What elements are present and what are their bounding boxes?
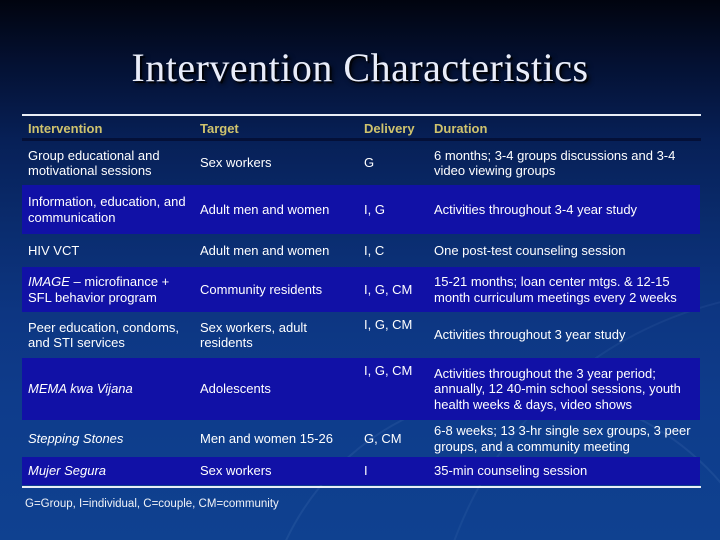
- intervention-name-italic: IMAGE: [28, 274, 70, 290]
- cell-target: Adult men and women: [200, 242, 330, 258]
- table-header: Intervention Target Delivery Duration: [22, 118, 700, 138]
- column-header-delivery: Delivery: [364, 120, 415, 136]
- cell-delivery: I, C: [364, 242, 385, 258]
- intervention-name: Peer education, condoms, and STI service…: [28, 319, 180, 350]
- cell-target: Adult men and women: [200, 201, 330, 217]
- table-row: IMAGE – microfinance + SFL behavior prog…: [22, 267, 700, 312]
- page-title: Intervention Characteristics: [131, 45, 589, 90]
- cell-duration: 6-8 weeks; 13 3-hr single sex groups, 3 …: [434, 423, 691, 454]
- cell-delivery: G: [364, 155, 375, 171]
- cell-intervention: MEMA kwa Vijana: [22, 381, 200, 396]
- column-header-intervention: Intervention: [28, 120, 103, 136]
- cell-intervention: Stepping Stones: [22, 431, 200, 446]
- cell-duration: One post-test counseling session: [434, 242, 626, 258]
- cell-target: Sex workers: [200, 155, 272, 171]
- table-row: HIV VCT Adult men and women I, C One pos…: [22, 234, 700, 267]
- table-row: Information, education, and communicatio…: [22, 185, 700, 234]
- cell-duration: 35-min counseling session: [434, 463, 588, 479]
- cell-target: Sex workers, adult residents: [200, 319, 307, 350]
- cell-delivery: I, G, CM: [364, 317, 413, 332]
- table-row: Mujer Segura Sex workers I 35-min counse…: [22, 457, 700, 485]
- column-header-duration: Duration: [434, 120, 488, 136]
- intervention-name: HIV VCT: [28, 242, 80, 258]
- table-row: MEMA kwa Vijana Adolescents I, G, CM Act…: [22, 358, 700, 420]
- cell-intervention: Group educational and motivational sessi…: [22, 148, 200, 178]
- intervention-name: Information, education, and communicatio…: [28, 194, 186, 225]
- cell-delivery: I, G: [364, 201, 385, 217]
- table: Group educational and motivational sessi…: [22, 141, 700, 485]
- cell-target: Adolescents: [200, 381, 271, 397]
- footnote-text: G=Group, I=individual, C=couple, CM=comm…: [25, 498, 279, 510]
- cell-duration: Activities throughout 3 year study: [434, 327, 626, 343]
- cell-duration: Activities throughout 3-4 year study: [434, 201, 638, 217]
- cell-duration: 15-21 months; loan center mtgs. & 12-15 …: [434, 274, 677, 305]
- intervention-name-italic: MEMA kwa Vijana: [28, 381, 133, 397]
- cell-duration: 6 months; 3-4 groups discussions and 3-4…: [434, 147, 676, 178]
- cell-delivery: I: [364, 463, 368, 479]
- table-row: Group educational and motivational sessi…: [22, 141, 700, 185]
- intervention-name: – microfinance + SFL behavior program: [28, 274, 170, 305]
- header-divider: [22, 138, 701, 141]
- header-rule: [22, 114, 701, 116]
- cell-target: Men and women 15-26: [200, 430, 333, 446]
- intervention-name-italic: Stepping Stones: [28, 430, 124, 446]
- cell-intervention: IMAGE – microfinance + SFL behavior prog…: [22, 274, 200, 304]
- table-row: Stepping Stones Men and women 15-26 G, C…: [22, 420, 700, 457]
- cell-intervention: Information, education, and communicatio…: [22, 194, 200, 224]
- cell-delivery: I, G, CM: [364, 281, 413, 297]
- footer-rule: [22, 486, 701, 488]
- table-row: Peer education, condoms, and STI service…: [22, 312, 700, 358]
- cell-duration: Activities throughout the 3 year period;…: [434, 366, 681, 412]
- cell-target: Sex workers: [200, 463, 272, 479]
- column-header-target: Target: [200, 120, 239, 136]
- intervention-name: Group educational and motivational sessi…: [28, 147, 160, 178]
- cell-intervention: Mujer Segura: [22, 463, 200, 478]
- cell-delivery: I, G, CM: [364, 363, 413, 378]
- cell-delivery: G, CM: [364, 430, 402, 446]
- cell-intervention: Peer education, condoms, and STI service…: [22, 320, 200, 350]
- intervention-name-italic: Mujer Segura: [28, 463, 107, 479]
- cell-intervention: HIV VCT: [22, 243, 200, 258]
- cell-target: Community residents: [200, 281, 323, 297]
